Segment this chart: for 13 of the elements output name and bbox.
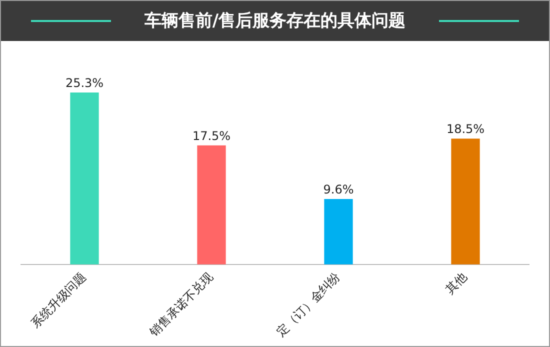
x-tick-label: 系统升级问题: [28, 270, 89, 331]
bar: [451, 138, 480, 264]
data-label: 9.6%: [323, 182, 354, 196]
bar: [324, 198, 353, 264]
data-label: 25.3%: [65, 76, 104, 90]
x-tick-label: 其他: [442, 270, 470, 297]
chart-title: 车辆售前/售后服务存在的具体问题: [144, 11, 406, 31]
x-tick-label: 定（订）金纠纷: [274, 270, 343, 340]
bar: [70, 92, 99, 264]
data-label: 17.5%: [192, 128, 231, 143]
data-label: 18.5%: [446, 122, 485, 136]
bar: [197, 145, 226, 264]
x-tick-label: 销售承诺不兑现: [146, 270, 216, 340]
